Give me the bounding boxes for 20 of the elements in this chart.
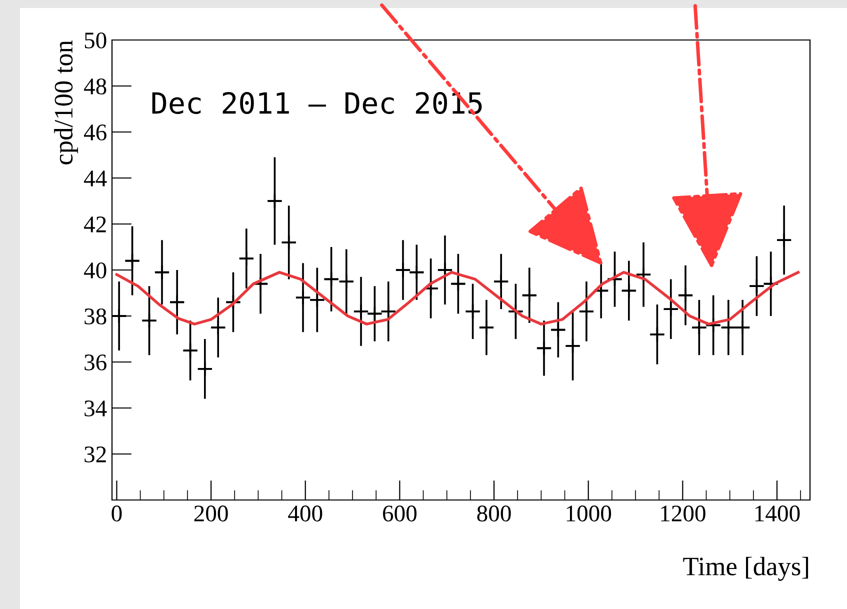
y-tick-label: 42 [84,216,106,232]
x-tick-label: 400 [288,506,322,522]
x-tick-label: 800 [477,506,511,522]
y-tick-label: 40 [84,262,106,278]
x-axis-title: Time [days] [683,556,808,581]
y-tick-label: 34 [84,400,107,416]
x-tick-label: 600 [382,506,416,522]
x-tick-label: 0 [112,506,122,522]
x-tick-label: 1000 [566,506,612,522]
x-tick-label: 200 [194,506,228,522]
y-tick-label: 38 [84,308,106,324]
x-tick-label: 1200 [661,506,706,522]
y-tick-label: 50 [84,32,106,48]
y-tick-label: 36 [84,354,106,370]
y-axis-title: cpd/100 ton [54,40,78,164]
y-tick-label: 32 [84,446,106,462]
y-tick-label: 46 [84,124,106,140]
y-tick-label: 44 [84,170,107,186]
y-tick-label: 48 [84,78,106,94]
x-tick-label: 1400 [755,506,800,522]
